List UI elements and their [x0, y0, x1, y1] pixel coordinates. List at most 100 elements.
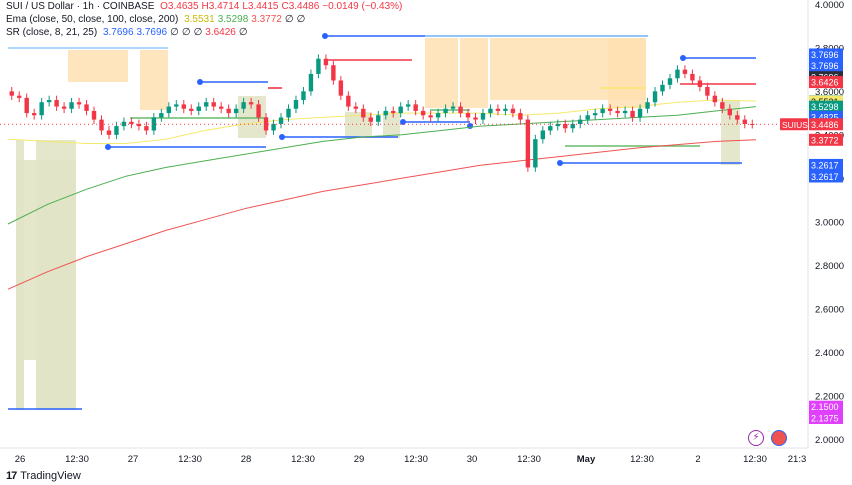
price-tag [809, 170, 843, 183]
candle-body [495, 108, 501, 111]
symbol-tag-label: SUIUSD [782, 120, 814, 130]
y-tick-label: 3.6000 [815, 87, 844, 98]
zone [383, 112, 400, 138]
ema-row[interactable]: Ema (close, 50, close, 100, close, 200) … [6, 13, 402, 26]
candle-body [637, 108, 643, 118]
brand-name: TradingView [20, 470, 81, 482]
symbol-title: SUI / US Dollar · 1h · COINBASE [6, 1, 155, 12]
candle-body [443, 108, 448, 114]
candle-body [331, 65, 336, 81]
price-tag-label: 3.2617 [811, 160, 839, 170]
price-tag-label: 3.4825 [811, 112, 839, 122]
candle-body [488, 108, 493, 114]
candle-body [420, 110, 426, 116]
flag-icon[interactable] [771, 430, 787, 446]
chart-legend: SUI / US Dollar · 1h · COINBASE O3.4635 H… [6, 0, 402, 39]
candle-body [652, 91, 658, 103]
y-tick-label: 2.8000 [815, 261, 844, 272]
candle-body [398, 106, 403, 114]
sr-pivot-dot [557, 160, 563, 166]
candle-body [622, 110, 628, 114]
tradingview-footer[interactable]: 17 TradingView [6, 470, 81, 482]
candle-body [712, 95, 718, 103]
candle-body [563, 123, 568, 129]
sr-value: ∅ [238, 27, 248, 38]
candle-body [233, 108, 239, 114]
candle-body [256, 104, 261, 118]
price-tag [809, 76, 843, 89]
support-zone [16, 140, 24, 410]
ema-value: 3.3772 [251, 14, 282, 25]
candle-body [91, 110, 97, 120]
ohlc-values: O3.4635 H3.4714 L3.4415 C3.4486 −0.0149 (−0.… [157, 1, 402, 12]
x-tick-label: 12:30 [404, 454, 428, 465]
candle-body [69, 102, 74, 109]
candle-body [84, 104, 89, 111]
price-tag-label: 3.7696 [811, 50, 839, 60]
candle-body [218, 106, 224, 109]
y-tick-label: 2.2000 [815, 391, 844, 402]
candle-body [189, 108, 194, 111]
price-tag-label: 3.3772 [811, 135, 839, 145]
sr-pivot-dot [680, 55, 686, 61]
candle-body [667, 78, 673, 85]
candle-body [510, 108, 516, 114]
x-tick-label: 26 [15, 454, 26, 465]
candle-body [391, 110, 396, 114]
price-tag-label: 3.4486 [811, 120, 839, 130]
ema-value: ∅ [296, 14, 306, 25]
candle-body [278, 117, 284, 124]
y-tick-label: 2.0000 [815, 435, 844, 446]
candle-body [697, 80, 703, 87]
price-tag-label: 3.2617 [811, 172, 839, 182]
zone [140, 50, 168, 110]
y-tick-label: 4.0000 [815, 0, 844, 11]
candle-body [346, 95, 351, 107]
x-tick-label: 21:3 [788, 454, 807, 465]
sr-values: 3.7696 3.7696 ∅ ∅ ∅ 3.6426 ∅ [100, 27, 248, 38]
candle-body [271, 123, 276, 131]
price-tag [809, 411, 843, 424]
ema-line-2 [7, 106, 757, 225]
candle-body [525, 119, 531, 168]
zone [68, 50, 128, 82]
x-tick-label: 27 [128, 454, 139, 465]
candle-body [338, 80, 344, 96]
candle-body [61, 106, 67, 109]
candle-body [727, 108, 733, 116]
ema-label: Ema (close, 50, close, 100, close, 200) [6, 14, 179, 25]
candle-body [383, 110, 388, 116]
ohlc-l: L3.4415 [242, 1, 279, 12]
candle-body [518, 113, 523, 120]
candle-body [174, 104, 179, 107]
zone [608, 38, 646, 108]
candle-body [540, 130, 546, 140]
candle-body [645, 102, 650, 109]
candle-body [735, 115, 740, 120]
candle-body [106, 130, 112, 135]
x-tick-label: 2 [695, 454, 700, 465]
candle-body [473, 117, 478, 120]
candle-body [181, 104, 186, 109]
candle-body [600, 108, 605, 114]
ema-value: 3.5298 [217, 14, 249, 25]
x-tick-label: 12:30 [743, 454, 767, 465]
x-tick-label: 30 [467, 454, 478, 465]
candle-body [555, 123, 560, 127]
candle-body [413, 104, 418, 111]
ema-value: ∅ [284, 14, 294, 25]
lightning-icon[interactable]: ⚡ [748, 430, 764, 446]
candle-body [211, 102, 216, 107]
candle-body [46, 100, 52, 103]
candle-body [248, 102, 254, 105]
sr-row[interactable]: SR (close, 8, 21, 25) 3.7696 3.7696 ∅ ∅ ∅ 3.6… [6, 26, 402, 39]
candle-body [159, 113, 164, 118]
candle-body [428, 115, 433, 118]
candle-body [129, 121, 134, 124]
sr-value: ∅ [181, 27, 191, 38]
candle-body [151, 117, 157, 131]
price-tag [809, 59, 843, 72]
candle-body [660, 84, 665, 92]
candle-body [316, 58, 321, 74]
